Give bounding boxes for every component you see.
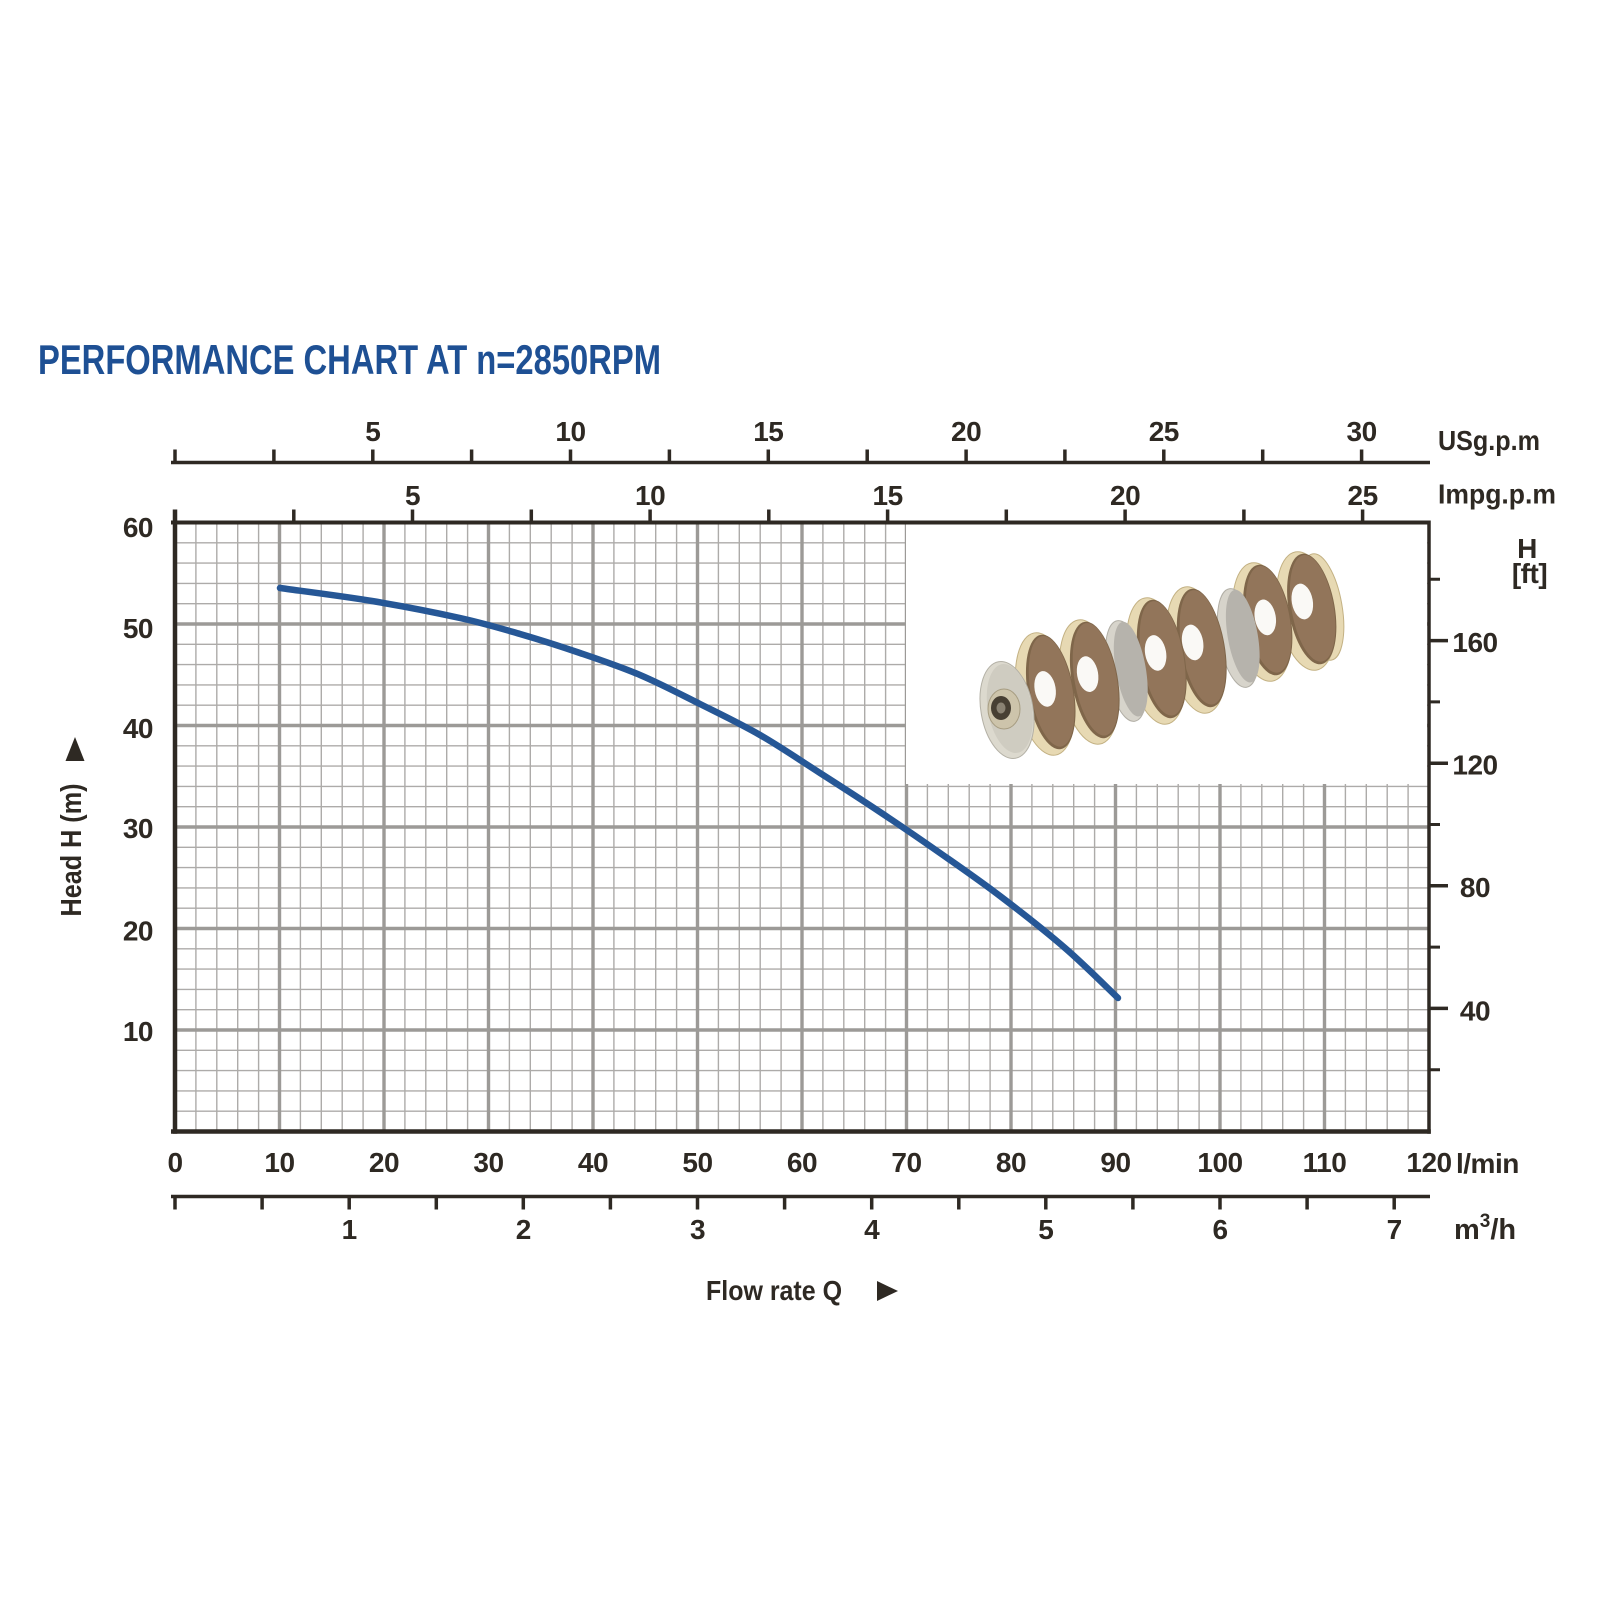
svg-text:40: 40: [123, 713, 153, 744]
svg-text:USg.p.m: USg.p.m: [1438, 425, 1540, 456]
svg-text:30: 30: [1347, 416, 1377, 447]
svg-text:80: 80: [996, 1147, 1026, 1178]
svg-text:70: 70: [891, 1147, 921, 1178]
svg-text:20: 20: [123, 916, 153, 947]
svg-text:3: 3: [690, 1214, 705, 1245]
svg-text:4: 4: [864, 1214, 880, 1245]
svg-text:15: 15: [873, 480, 903, 511]
svg-text:90: 90: [1100, 1147, 1130, 1178]
svg-text:7: 7: [1387, 1214, 1402, 1245]
svg-text:80: 80: [1460, 872, 1490, 903]
svg-text:[ft]: [ft]: [1512, 558, 1547, 589]
svg-text:50: 50: [123, 613, 153, 644]
svg-text:10: 10: [555, 416, 585, 447]
svg-text:5: 5: [1038, 1214, 1053, 1245]
svg-text:H: H: [1517, 533, 1537, 564]
svg-text:20: 20: [951, 416, 981, 447]
svg-text:40: 40: [578, 1147, 608, 1178]
svg-text:6: 6: [1212, 1214, 1227, 1245]
svg-text:Flow rate Q: Flow rate Q: [706, 1275, 842, 1306]
svg-text:Head H (m): Head H (m): [56, 784, 88, 917]
svg-text:5: 5: [405, 480, 420, 511]
svg-text:50: 50: [682, 1147, 712, 1178]
svg-text:110: 110: [1303, 1147, 1347, 1178]
svg-text:100: 100: [1197, 1147, 1242, 1178]
svg-text:10: 10: [635, 480, 665, 511]
svg-text:l/min: l/min: [1456, 1148, 1519, 1179]
svg-text:10: 10: [123, 1016, 153, 1047]
svg-text:30: 30: [123, 813, 153, 844]
svg-text:40: 40: [1460, 996, 1490, 1027]
svg-text:10: 10: [264, 1147, 294, 1178]
svg-text:120: 120: [1406, 1147, 1451, 1178]
svg-text:120: 120: [1452, 750, 1497, 781]
svg-text:2: 2: [516, 1214, 531, 1245]
svg-text:60: 60: [123, 512, 153, 543]
svg-text:25: 25: [1149, 416, 1179, 447]
svg-text:30: 30: [473, 1147, 503, 1178]
svg-text:20: 20: [1110, 480, 1140, 511]
svg-text:160: 160: [1452, 627, 1497, 658]
svg-text:60: 60: [787, 1147, 817, 1178]
svg-text:Impg.p.m: Impg.p.m: [1438, 479, 1556, 510]
svg-text:PERFORMANCE CHART AT n=2850RPM: PERFORMANCE CHART AT n=2850RPM: [38, 336, 661, 383]
svg-text:5: 5: [365, 416, 380, 447]
svg-text:25: 25: [1348, 480, 1378, 511]
svg-text:20: 20: [369, 1147, 399, 1178]
svg-text:15: 15: [753, 416, 783, 447]
svg-text:m3/h: m3/h: [1454, 1211, 1516, 1246]
svg-text:1: 1: [342, 1214, 357, 1245]
svg-text:0: 0: [167, 1147, 182, 1178]
